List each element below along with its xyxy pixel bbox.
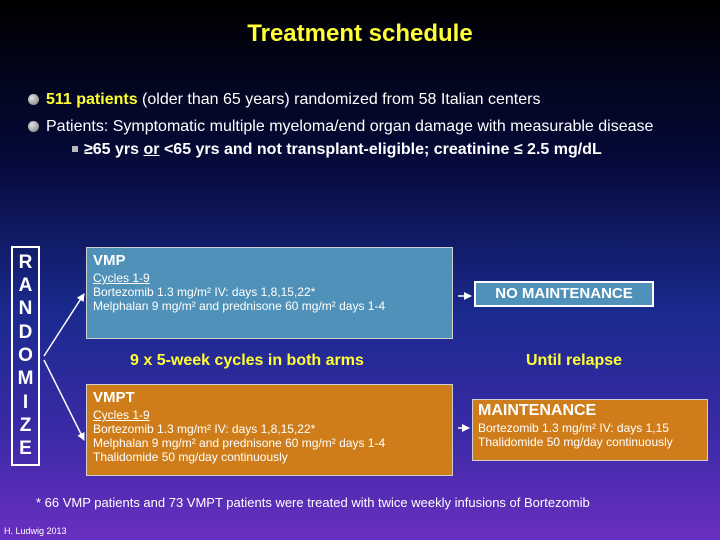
vmpt-melphalan: Melphalan 9 mg/m² and prednisone 60 mg/m…	[93, 436, 386, 450]
vmpt-arm-box: VMPT Cycles 1-9 Bortezomib 1.3 mg/m² IV:…	[86, 384, 453, 476]
patients-count-highlight: 511 patients	[46, 91, 138, 108]
bullet-dot-icon	[28, 94, 39, 105]
vmpt-arm-title: VMPT	[93, 389, 135, 406]
randomize-letter: M	[17, 368, 34, 390]
relapse-label: Until relapse	[526, 352, 623, 369]
randomize-box: R A N D O M I Z E	[11, 246, 40, 466]
bullet-patient-criteria: Patients: Symptomatic multiple myeloma/e…	[28, 117, 708, 136]
vmp-cycles: Cycles 1-9	[93, 271, 150, 285]
patients-count-text: (older than 65 years) randomized from 58…	[137, 91, 541, 108]
vmp-melphalan: Melphalan 9 mg/m² and prednisone 60 mg/m…	[93, 299, 386, 313]
slide-title: Treatment schedule	[247, 20, 473, 47]
square-bullet-icon	[72, 146, 78, 152]
bullet-patients-count: 511 patients (older than 65 years) rando…	[28, 90, 708, 109]
vmpt-bortezomib: Bortezomib 1.3 mg/m² IV: days 1,8,15,22*	[93, 422, 316, 436]
maintenance-box: MAINTENANCE Bortezomib 1.3 mg/m² IV: day…	[472, 399, 708, 461]
randomize-letter: I	[22, 391, 29, 413]
vmp-arm-title: VMP	[93, 252, 126, 269]
vmpt-cycles: Cycles 1-9	[93, 408, 150, 422]
sub-bullet-eligibility: ≥65 yrs or <65 yrs and not transplant-el…	[28, 140, 708, 159]
eligibility-or: or	[143, 141, 160, 158]
eligibility-part2: <65 yrs and not transplant-eligible; cre…	[159, 141, 602, 158]
arrow-to-vmpt	[43, 359, 85, 441]
footnote: * 66 VMP patients and 73 VMPT patients w…	[36, 495, 590, 510]
randomize-letter: E	[19, 438, 32, 460]
eligibility-part1: ≥65 yrs	[84, 141, 144, 158]
bullet-list: 511 patients (older than 65 years) rando…	[28, 90, 708, 159]
bullet-dot-icon	[28, 121, 39, 132]
maintenance-thalidomide: Thalidomide 50 mg/day continuously	[478, 435, 673, 449]
randomize-letter: O	[18, 344, 33, 366]
arrow-to-vmp	[43, 293, 85, 357]
vmpt-thalidomide: Thalidomide 50 mg/day continuously	[93, 450, 288, 464]
patient-criteria-text: Patients: Symptomatic multiple myeloma/e…	[46, 118, 654, 135]
author-credit: H. Ludwig 2013	[4, 526, 67, 536]
randomize-letter: N	[18, 298, 33, 320]
vmp-arm-box: VMP Cycles 1-9 Bortezomib 1.3 mg/m² IV: …	[86, 247, 453, 339]
randomize-letter: R	[18, 251, 33, 273]
vmp-bortezomib: Bortezomib 1.3 mg/m² IV: days 1,8,15,22*	[93, 285, 316, 299]
cycles-label: 9 x 5-week cycles in both arms	[130, 352, 364, 369]
randomize-letter: D	[18, 321, 33, 343]
randomize-letter: Z	[19, 414, 32, 436]
randomize-letter: A	[18, 274, 33, 296]
no-maintenance-box: NO MAINTENANCE	[474, 281, 654, 307]
maintenance-title: MAINTENANCE	[478, 402, 597, 419]
maintenance-bortezomib: Bortezomib 1.3 mg/m² IV: days 1,15	[478, 421, 669, 435]
